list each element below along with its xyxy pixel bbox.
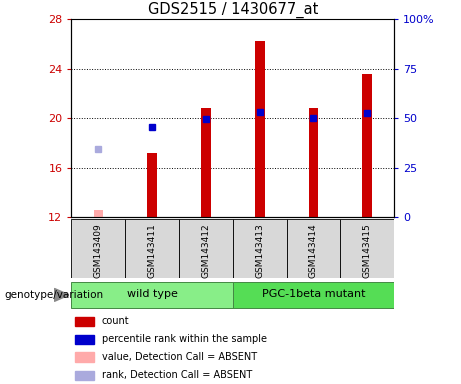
Bar [75, 317, 94, 326]
Bar [362, 74, 372, 217]
Bar [309, 108, 318, 217]
Polygon shape [54, 288, 69, 301]
Bar [233, 219, 287, 278]
Text: value, Detection Call = ABSENT: value, Detection Call = ABSENT [102, 352, 257, 362]
Text: wild type: wild type [127, 289, 177, 299]
Text: GSM143411: GSM143411 [148, 223, 157, 278]
Text: GSM143415: GSM143415 [363, 223, 372, 278]
Bar [75, 371, 94, 380]
Title: GDS2515 / 1430677_at: GDS2515 / 1430677_at [148, 2, 318, 18]
Bar [201, 108, 211, 217]
Text: GSM143412: GSM143412 [201, 223, 210, 278]
Bar [287, 219, 340, 278]
Text: GSM143409: GSM143409 [94, 223, 103, 278]
Bar [71, 282, 233, 308]
Bar [233, 282, 394, 308]
Bar [148, 153, 157, 217]
Text: count: count [102, 316, 130, 326]
Text: percentile rank within the sample: percentile rank within the sample [102, 334, 267, 344]
Bar [71, 219, 125, 278]
Bar [340, 219, 394, 278]
Bar [125, 219, 179, 278]
Bar [94, 210, 103, 217]
Bar [179, 219, 233, 278]
Text: GSM143414: GSM143414 [309, 223, 318, 278]
Text: GSM143413: GSM143413 [255, 223, 264, 278]
Bar [75, 353, 94, 362]
Bar [75, 334, 94, 344]
Text: genotype/variation: genotype/variation [5, 290, 104, 300]
Text: PGC-1beta mutant: PGC-1beta mutant [262, 289, 365, 299]
Text: rank, Detection Call = ABSENT: rank, Detection Call = ABSENT [102, 371, 252, 381]
Bar [255, 41, 265, 217]
